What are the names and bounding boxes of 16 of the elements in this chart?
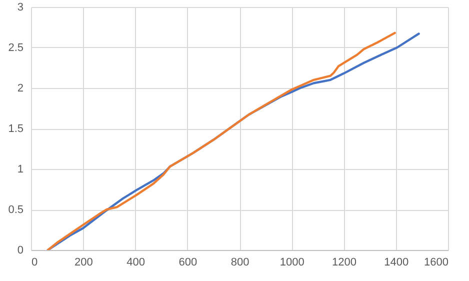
x-tick-label: 200	[74, 256, 93, 268]
y-tick-label: 0	[17, 244, 24, 256]
x-tick-label: 1000	[280, 256, 304, 268]
x-tick-label: 1200	[332, 256, 356, 268]
y-tick-label: 1	[17, 164, 24, 176]
x-tick-label: 400	[126, 256, 145, 268]
x-tick-label: 600	[178, 256, 198, 268]
y-tick-label: 3	[17, 2, 24, 14]
y-tick-label: 2	[17, 82, 24, 94]
y-tick-label: 2.5	[8, 42, 24, 54]
y-tick-label: 0.5	[8, 204, 24, 216]
y-tick-label: 1.5	[8, 123, 24, 135]
x-tick-label: 0	[32, 256, 38, 268]
x-tick-label: 800	[230, 256, 250, 268]
x-tick-label: 1400	[384, 256, 409, 268]
x-tick-label: 1600	[424, 256, 448, 268]
